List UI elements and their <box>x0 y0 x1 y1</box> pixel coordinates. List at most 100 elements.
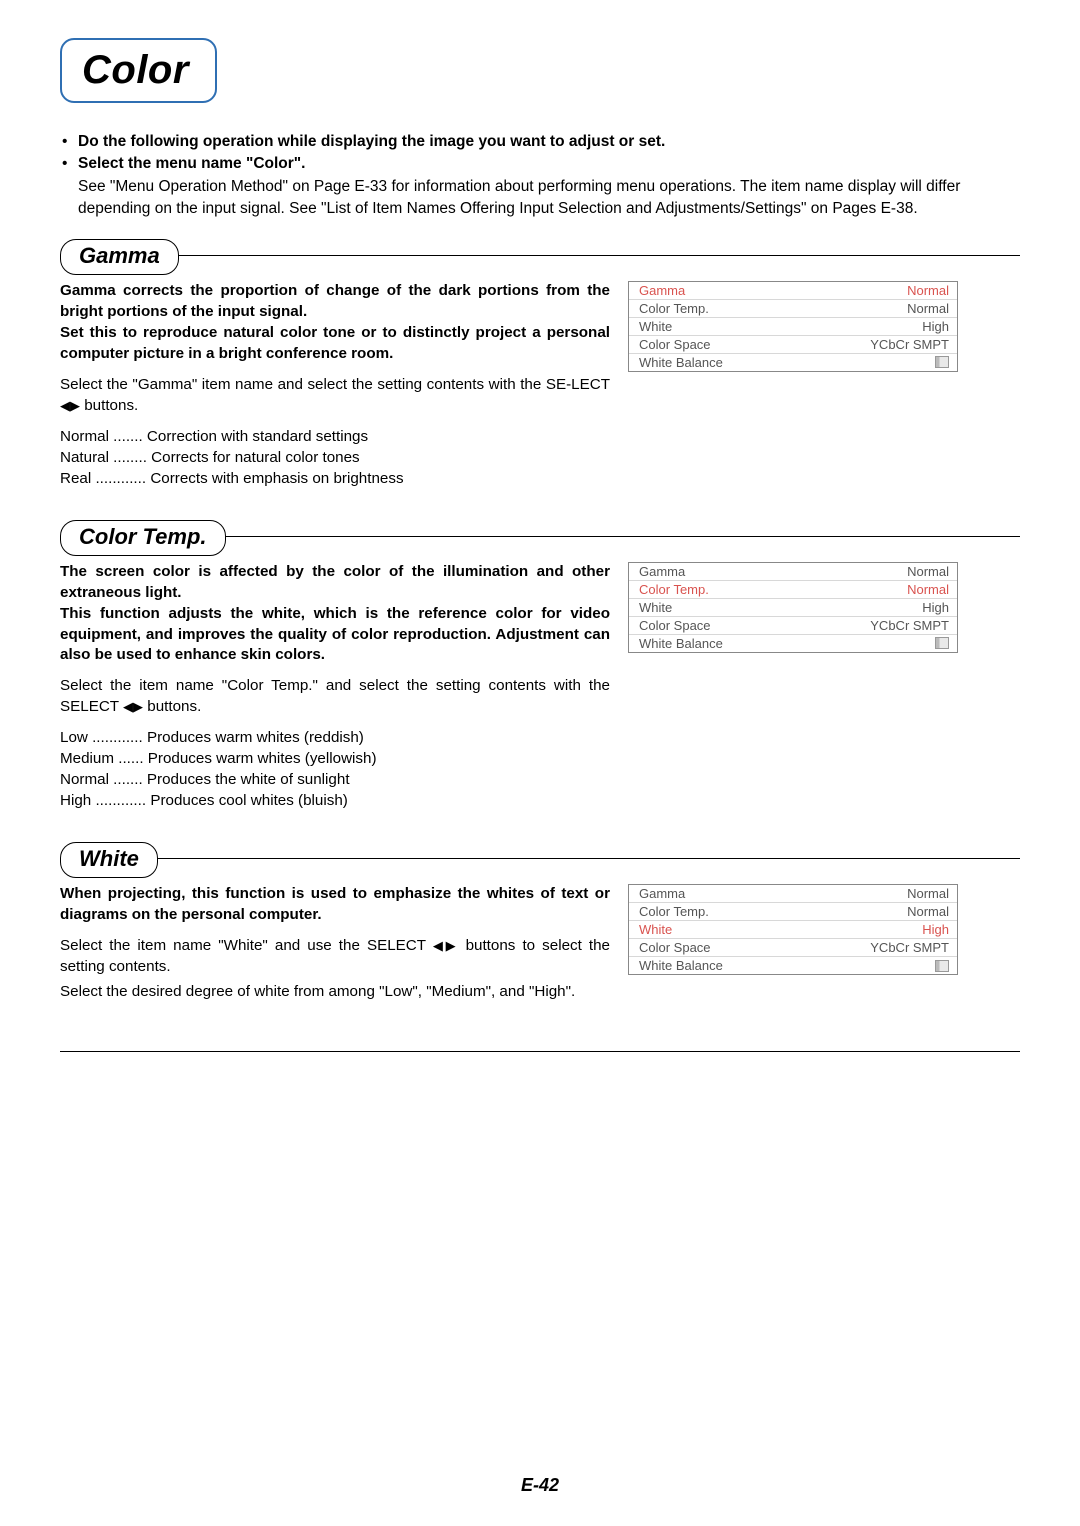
title-block: Color <box>60 38 1020 103</box>
menu-row: White Balance <box>629 354 957 371</box>
menu-row: Color Temp. Normal <box>629 581 957 599</box>
menu-row-label: White <box>639 319 672 334</box>
menu-row-value: Normal <box>907 904 949 919</box>
list-item: Low ............ Produces warm whites (r… <box>60 728 610 749</box>
menu-row-label: Gamma <box>639 886 685 901</box>
def-val: Corrects for natural color tones <box>151 448 360 469</box>
menu-row: Gamma Normal <box>629 563 957 581</box>
menu-row-value: High <box>922 922 949 937</box>
def-val: Corrects with emphasis on brightness <box>150 469 403 490</box>
gamma-text: Gamma corrects the proportion of change … <box>60 281 610 490</box>
intro-b2: Select the menu name "Color". <box>78 155 305 172</box>
white-p2: Select the desired degree of white from … <box>60 982 610 1003</box>
gamma-deflist: Normal ....... Correction with standard … <box>60 427 610 490</box>
menu-row-value: YCbCr SMPT <box>870 337 949 352</box>
section-header-white: White <box>60 842 1020 872</box>
section-label: White <box>79 846 139 871</box>
gamma-p1a: Select the "Gamma" item name and select … <box>60 376 610 393</box>
gamma-body: Gamma corrects the proportion of change … <box>60 281 1020 490</box>
menu-row-value: YCbCr SMPT <box>870 940 949 955</box>
menu-row-label: Color Space <box>639 337 711 352</box>
intro-bullet-1: Do the following operation while display… <box>78 131 1020 153</box>
menu-row-value: Normal <box>907 582 949 597</box>
page-number: E-42 <box>0 1475 1080 1496</box>
def-key: Real ............ <box>60 469 150 490</box>
list-item: Medium ...... Produces warm whites (yell… <box>60 749 610 770</box>
menu-row-label: Color Space <box>639 940 711 955</box>
colortemp-text: The screen color is affected by the colo… <box>60 562 610 813</box>
colortemp-p1: Select the item name "Color Temp." and s… <box>60 676 610 718</box>
page-root: Color Do the following operation while d… <box>0 0 1080 1052</box>
section-pill: Color Temp. <box>60 520 226 556</box>
section-pill: Gamma <box>60 239 179 275</box>
def-key: Low ............ <box>60 728 147 749</box>
colortemp-menu-screenshot: Gamma Normal Color Temp. Normal WhiteHighCol… <box>628 562 958 653</box>
def-key: Medium ...... <box>60 749 148 770</box>
slider-icon <box>935 637 949 649</box>
intro-block: Do the following operation while display… <box>60 131 1020 221</box>
divider <box>60 858 1020 859</box>
menu-row-label: Gamma <box>639 564 685 579</box>
colortemp-p1b: buttons. <box>143 698 201 715</box>
menu-row: Color Space YCbCr SMPT <box>629 336 957 354</box>
section-header-colortemp: Color Temp. <box>60 520 1020 550</box>
colortemp-body: The screen color is affected by the colo… <box>60 562 1020 813</box>
menu-row: Color Temp. Normal <box>629 903 957 921</box>
menu-row-value: YCbCr SMPT <box>870 618 949 633</box>
menu-row: White High <box>629 921 957 939</box>
lr-arrows-icon: ◀▶ <box>123 699 143 714</box>
menu-row-label: White <box>639 922 672 937</box>
menu-row-label: Color Temp. <box>639 904 709 919</box>
menu-row: Color SpaceYCbCr SMPT <box>629 617 957 635</box>
colortemp-deflist: Low ............ Produces warm whites (r… <box>60 728 610 812</box>
menu-row-value: Normal <box>907 283 949 298</box>
list-item: Normal ....... Correction with standard … <box>60 427 610 448</box>
white-body: When projecting, this function is used t… <box>60 884 1020 1013</box>
gamma-p1b: buttons. <box>80 397 138 414</box>
def-key: Normal ....... <box>60 770 147 791</box>
white-p1: Select the item name "White" and use the… <box>60 936 610 978</box>
menu-row-label: White Balance <box>639 636 723 651</box>
menu-row: Gamma Normal <box>629 885 957 903</box>
white-text: When projecting, this function is used t… <box>60 884 610 1013</box>
colortemp-bold: The screen color is affected by the colo… <box>60 562 610 667</box>
slider-icon <box>935 356 949 368</box>
menu-row-label: White <box>639 600 672 615</box>
def-val: Produces the white of sunlight <box>147 770 350 791</box>
menu-row-label: White Balance <box>639 355 723 370</box>
bottom-divider <box>60 1051 1020 1052</box>
white-menu-screenshot: GammaNormalColor Temp.NormalWhiteHighCol… <box>628 884 958 975</box>
list-item: High ............ Produces cool whites (… <box>60 791 610 812</box>
intro-p1: See "Menu Operation Method" on Page E-33… <box>78 178 960 217</box>
def-key: High ............ <box>60 791 150 812</box>
menu-row-value: Normal <box>907 564 949 579</box>
intro-bullet-2: Select the menu name "Color". See "Menu … <box>78 153 1020 220</box>
def-val: Produces warm whites (yellowish) <box>148 749 377 770</box>
menu-row-label: Color Temp. <box>639 582 709 597</box>
list-item: Natural ........ Corrects for natural co… <box>60 448 610 469</box>
white-bold: When projecting, this function is used t… <box>60 884 610 926</box>
menu-row-value: Normal <box>907 886 949 901</box>
def-val: Produces warm whites (reddish) <box>147 728 364 749</box>
divider <box>60 255 1020 256</box>
def-val: Produces cool whites (bluish) <box>150 791 348 812</box>
section-label: Gamma <box>79 243 160 268</box>
page-title: Color <box>82 48 189 92</box>
menu-row: WhiteHigh <box>629 599 957 617</box>
lr-arrows-icon: ◀▶ <box>60 398 80 413</box>
menu-row: Color Space YCbCr SMPT <box>629 939 957 957</box>
menu-row: Gamma Normal <box>629 282 957 300</box>
menu-row-label: Gamma <box>639 283 685 298</box>
gamma-menu-screenshot: Gamma Normal Color Temp. Normal WhiteHighCol… <box>628 281 958 372</box>
lr-arrows-icon: ◀▶ <box>433 938 459 953</box>
def-val: Correction with standard settings <box>147 427 368 448</box>
menu-row-value: Normal <box>907 301 949 316</box>
def-key: Normal ....... <box>60 427 147 448</box>
section-pill: White <box>60 842 158 878</box>
gamma-bold: Gamma corrects the proportion of change … <box>60 281 610 365</box>
section-header-gamma: Gamma <box>60 239 1020 269</box>
menu-row: WhiteHigh <box>629 318 957 336</box>
menu-row: White Balance <box>629 957 957 974</box>
menu-row-label: Color Temp. <box>639 301 709 316</box>
list-item: Real ............ Corrects with emphasis… <box>60 469 610 490</box>
